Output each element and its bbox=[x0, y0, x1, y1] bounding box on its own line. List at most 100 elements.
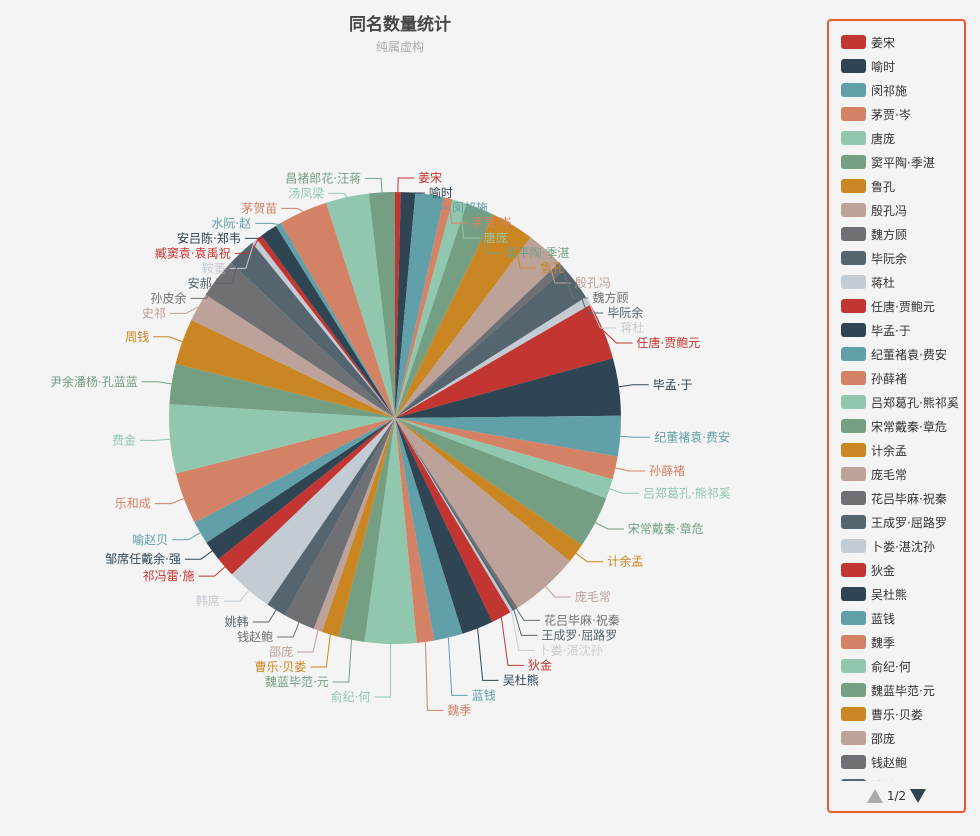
legend-item[interactable]: 狄金 bbox=[841, 561, 895, 579]
pie-slice[interactable] bbox=[395, 418, 463, 641]
pie-slice[interactable] bbox=[205, 262, 395, 418]
legend-item[interactable]: 王成罗·屈路罗 bbox=[841, 513, 947, 531]
pie-slice[interactable] bbox=[280, 202, 395, 418]
pie-slice[interactable] bbox=[395, 237, 560, 418]
legend-item[interactable]: 卜娄·湛沈孙 bbox=[841, 537, 935, 555]
legend-item[interactable]: 宋常戴秦·章危 bbox=[841, 417, 947, 435]
legend-item[interactable]: 茅贾·岑 bbox=[841, 105, 911, 123]
legend-item[interactable]: 纪董褚袁·费安 bbox=[841, 345, 947, 363]
legend-item[interactable]: 魏蓝毕范·元 bbox=[841, 681, 935, 699]
pie-slice[interactable] bbox=[326, 193, 395, 418]
pie-label-line bbox=[545, 249, 571, 284]
legend-swatch bbox=[841, 755, 866, 769]
pie-slice[interactable] bbox=[395, 214, 531, 418]
pie-slice[interactable] bbox=[364, 418, 417, 644]
pie-slice[interactable] bbox=[395, 418, 513, 613]
pie-slice[interactable] bbox=[395, 418, 607, 545]
pie-slice[interactable] bbox=[191, 294, 395, 418]
pie-slice[interactable] bbox=[230, 242, 395, 418]
pie-slice[interactable] bbox=[256, 235, 395, 418]
pie-slice[interactable] bbox=[395, 199, 467, 418]
pie-slice[interactable] bbox=[169, 363, 395, 418]
pie-label-line bbox=[229, 240, 255, 269]
pie-slice[interactable] bbox=[395, 197, 453, 418]
pie-label: 昌褚郎花·汪蒋 bbox=[285, 170, 361, 185]
pie-slice[interactable] bbox=[395, 418, 518, 610]
pie-slice[interactable] bbox=[231, 418, 395, 605]
pie-slice[interactable] bbox=[395, 418, 613, 499]
triangle-up-icon[interactable] bbox=[866, 789, 883, 803]
legend-label: 鲁孔 bbox=[871, 179, 896, 194]
legend-item[interactable]: 任唐·贾鲍元 bbox=[841, 297, 935, 315]
legend-label: 殷孔冯 bbox=[871, 203, 908, 218]
legend-item[interactable]: 魏方顾 bbox=[841, 225, 907, 243]
pie-slice[interactable] bbox=[395, 203, 494, 418]
pie-slice[interactable] bbox=[284, 418, 395, 629]
pie-slice[interactable] bbox=[395, 192, 416, 418]
pie-slice[interactable] bbox=[395, 192, 445, 418]
pie-slice[interactable] bbox=[368, 192, 395, 418]
legend-item[interactable]: 闵祁施 bbox=[841, 81, 907, 99]
legend-swatch bbox=[841, 203, 866, 217]
pie-slice[interactable] bbox=[252, 239, 395, 418]
legend-item[interactable]: 吴杜熊 bbox=[841, 585, 907, 603]
pie-slice[interactable] bbox=[261, 225, 395, 418]
pie-slice[interactable] bbox=[395, 418, 570, 608]
pie-slice[interactable] bbox=[175, 320, 395, 418]
legend-item[interactable]: 唐庞 bbox=[841, 129, 895, 147]
pie-label: 窦平陶·季湛 bbox=[506, 245, 570, 260]
pie-slice[interactable] bbox=[395, 418, 618, 480]
legend-item[interactable]: 俞纪·何 bbox=[841, 657, 911, 675]
legend-item[interactable]: 姚韩 bbox=[841, 777, 895, 781]
pie-slice[interactable] bbox=[395, 418, 493, 634]
legend-item[interactable]: 蒋杜 bbox=[841, 273, 895, 291]
pie-slice[interactable] bbox=[218, 418, 395, 575]
pie-slice[interactable] bbox=[395, 418, 435, 643]
legend-item[interactable]: 毕阮余 bbox=[841, 249, 907, 267]
legend-item[interactable]: 钱赵鲍 bbox=[841, 753, 907, 771]
pie-label: 花吕毕麻·祝秦 bbox=[544, 612, 620, 627]
legend-item[interactable]: 蓝钱 bbox=[841, 609, 895, 627]
pie-slice[interactable] bbox=[395, 262, 566, 418]
legend-item[interactable]: 毕孟·于 bbox=[841, 321, 911, 339]
pie-slice[interactable] bbox=[321, 418, 395, 637]
pie-slice[interactable] bbox=[206, 418, 395, 560]
pie-slice[interactable] bbox=[175, 418, 395, 523]
pie-slice[interactable] bbox=[395, 358, 621, 418]
pie-slice[interactable] bbox=[395, 269, 586, 418]
legend-item[interactable]: 吕郑葛孔·熊祁奚 bbox=[841, 393, 959, 411]
legend-item[interactable]: 孙薛褚 bbox=[841, 369, 907, 387]
pie-label: 宋常戴秦·章危 bbox=[628, 521, 704, 536]
pie-slice[interactable] bbox=[395, 418, 511, 622]
pie-label-line bbox=[281, 207, 304, 213]
pie-slice[interactable] bbox=[267, 418, 395, 616]
legend-item[interactable]: 魏季 bbox=[841, 633, 895, 651]
pie-slice[interactable] bbox=[338, 418, 395, 642]
pie-label: 水阮·赵 bbox=[211, 216, 251, 230]
legend-item[interactable]: 花吕毕麻·祝秦 bbox=[841, 489, 947, 507]
pie-slice[interactable] bbox=[168, 404, 395, 474]
pie-label: 茅贾·岑 bbox=[472, 216, 512, 230]
legend-item[interactable]: 殷孔冯 bbox=[841, 201, 907, 219]
legend-item[interactable]: 邵庞 bbox=[841, 729, 895, 747]
legend-item[interactable]: 计余孟 bbox=[841, 441, 907, 459]
legend-item[interactable]: 窦平陶·季湛 bbox=[841, 153, 935, 171]
legend-item[interactable]: 曹乐·贝娄 bbox=[841, 705, 923, 723]
legend-swatch bbox=[841, 635, 866, 649]
pie-slice[interactable] bbox=[395, 192, 401, 418]
pie-slice[interactable] bbox=[194, 418, 395, 543]
pie-slice[interactable] bbox=[395, 418, 582, 562]
pie-slice[interactable] bbox=[395, 297, 591, 418]
legend-item[interactable]: 喻时 bbox=[841, 57, 895, 75]
triangle-down-icon[interactable] bbox=[910, 789, 927, 803]
pie-label: 喻时 bbox=[429, 185, 453, 200]
pie-slice[interactable] bbox=[395, 418, 516, 611]
pie-slice[interactable] bbox=[313, 418, 395, 632]
legend-item[interactable]: 庞毛常 bbox=[841, 465, 907, 483]
pie-slice[interactable] bbox=[395, 415, 622, 457]
legend-item[interactable]: 姜宋 bbox=[841, 33, 895, 51]
pie-slice[interactable] bbox=[395, 304, 613, 418]
legend-item[interactable]: 鲁孔 bbox=[841, 177, 895, 195]
pie-slice[interactable] bbox=[275, 222, 395, 418]
pie-label-line bbox=[184, 550, 213, 560]
